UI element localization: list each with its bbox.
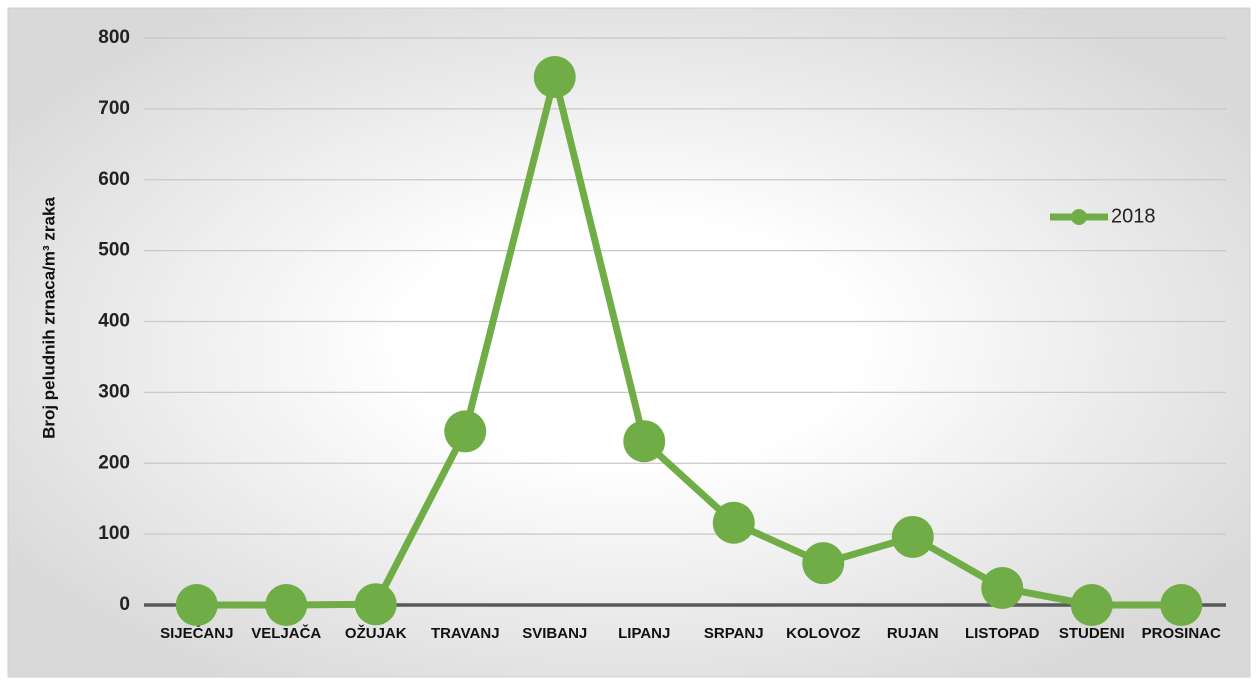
y-tick-label: 700 xyxy=(98,98,130,119)
x-tick-label: RUJAN xyxy=(887,625,939,642)
legend-label: 2018 xyxy=(1111,205,1156,227)
point-marker xyxy=(175,584,218,626)
y-axis-label: Broj peludnih zrnaca/m³ zraka xyxy=(39,197,58,439)
x-tick-label: SIJEČANJ xyxy=(160,624,233,642)
chart-background xyxy=(7,7,1251,678)
x-tick-label: VELJAČA xyxy=(251,624,321,642)
y-tick-label: 500 xyxy=(98,240,130,261)
x-tick-label: LISTOPAD xyxy=(965,625,1040,642)
y-tick-label: 200 xyxy=(98,452,130,473)
point-marker xyxy=(712,501,755,544)
x-tick-label: STUDENI xyxy=(1059,625,1125,642)
x-tick-label: SVIBANJ xyxy=(522,625,587,642)
point-marker xyxy=(1070,584,1113,626)
point-marker xyxy=(623,420,666,463)
point-marker xyxy=(265,584,308,626)
x-tick-label: LIPANJ xyxy=(618,625,670,642)
point-marker xyxy=(1160,584,1203,626)
x-tick-label: OŽUJAK xyxy=(345,624,407,642)
y-tick-label: 300 xyxy=(98,381,130,402)
point-marker xyxy=(981,566,1024,609)
point-marker xyxy=(354,583,397,626)
y-tick-label: 100 xyxy=(98,523,130,544)
y-tick-label: 0 xyxy=(119,594,130,615)
x-tick-label: SRPANJ xyxy=(704,625,764,642)
legend-marker xyxy=(1071,209,1087,225)
x-tick-label: KOLOVOZ xyxy=(786,625,860,642)
y-tick-label: 400 xyxy=(98,311,130,332)
point-marker xyxy=(891,515,934,558)
point-marker xyxy=(444,410,487,453)
y-tick-label: 600 xyxy=(98,169,130,190)
x-tick-label: TRAVANJ xyxy=(431,625,500,642)
y-tick-label: 800 xyxy=(98,27,130,48)
point-marker xyxy=(802,542,845,585)
point-marker xyxy=(533,55,576,98)
x-tick-label: PROSINAC xyxy=(1142,625,1221,642)
